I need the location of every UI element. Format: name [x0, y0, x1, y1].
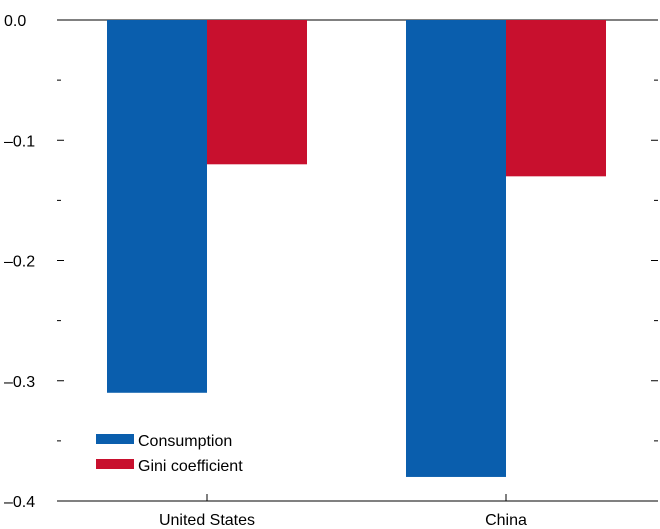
bar-consumption-china [406, 20, 506, 477]
legend: Consumption Gini coefficient [96, 433, 243, 475]
bar-consumption-united-states [107, 20, 207, 393]
y-tick-label: –0.1 [4, 133, 35, 150]
bar-gini-coefficient-united-states [207, 20, 307, 165]
y-tick-label: –0.4 [4, 494, 35, 511]
axes: 0.0 –0.1 –0.2 –0.3 –0.4 United States China [4, 13, 658, 529]
x-tick-label: United States [159, 512, 255, 529]
y-tick-label: –0.2 [4, 254, 35, 271]
legend-swatch [96, 459, 134, 469]
legend-label: Gini coefficient [138, 458, 243, 475]
bar-gini-coefficient-china [506, 20, 606, 177]
y-tick-label: 0.0 [4, 13, 26, 30]
legend-swatch [96, 434, 134, 444]
y-tick-label: –0.3 [4, 374, 35, 391]
x-tick-label: China [485, 512, 527, 529]
bars [107, 20, 606, 477]
legend-label: Consumption [138, 433, 232, 450]
